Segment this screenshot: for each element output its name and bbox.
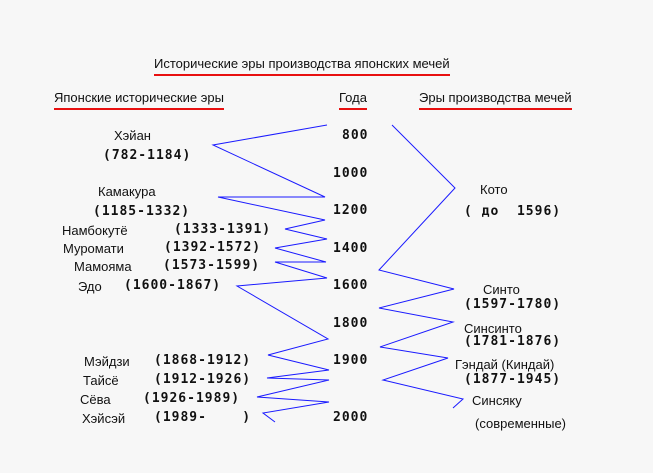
era-years: (1926-1989) (143, 391, 241, 406)
year-tick: 1900 (333, 353, 369, 368)
header-years: Года (339, 90, 367, 110)
sword-era-years: (1877-1945) (464, 372, 562, 387)
sword-era-years: ( до 1596) (464, 204, 562, 219)
era-years: (1392-1572) (164, 240, 262, 255)
era-years: (1573-1599) (163, 258, 261, 273)
sword-era-years: (1781-1876) (464, 334, 562, 349)
sword-era-years: (1597-1780) (464, 297, 562, 312)
era-name: Мэйдзи (84, 354, 130, 369)
sword-era-name: Синсинто (464, 321, 522, 336)
sword-era-name: Гэндай (Киндай) (455, 357, 555, 372)
year-tick: 2000 (333, 410, 369, 425)
era-years: (782-1184) (103, 148, 192, 163)
era-years: (1600-1867) (124, 278, 222, 293)
sword-era-name: Кото (480, 182, 508, 197)
era-name: Тайсё (83, 373, 119, 388)
era-years: (1912-1926) (154, 372, 252, 387)
diagram-title: Исторические эры производства японских м… (154, 56, 450, 76)
era-years: (1185-1332) (93, 204, 191, 219)
year-tick: 1400 (333, 241, 369, 256)
era-name: Намбокутё (62, 223, 128, 238)
era-name: Эдо (78, 279, 102, 294)
year-tick: 1800 (333, 316, 369, 331)
year-tick: 1000 (333, 166, 369, 181)
sword-era-connector (378, 124, 465, 409)
year-tick: 1200 (333, 203, 369, 218)
era-years: (1333-1391) (174, 222, 272, 237)
era-years: (1989- ) (154, 410, 252, 425)
historical-era-connector (211, 124, 330, 423)
era-name: Сёва (80, 392, 111, 407)
header-historical-eras: Японские исторические эры (54, 90, 224, 110)
era-name: Камакура (98, 184, 156, 199)
sword-era-name: Синто (483, 282, 520, 297)
era-name: Муромати (63, 241, 124, 256)
era-name: Хэйан (114, 128, 151, 143)
era-name: Мамояма (74, 259, 132, 274)
sword-era-name: Синсяку (472, 393, 522, 408)
era-years: (1868-1912) (154, 353, 252, 368)
sword-era-years: (современные) (475, 416, 566, 431)
era-name: Хэйсэй (82, 411, 126, 426)
year-tick: 800 (342, 128, 369, 143)
header-sword-eras: Эры производства мечей (419, 90, 572, 110)
year-tick: 1600 (333, 278, 369, 293)
